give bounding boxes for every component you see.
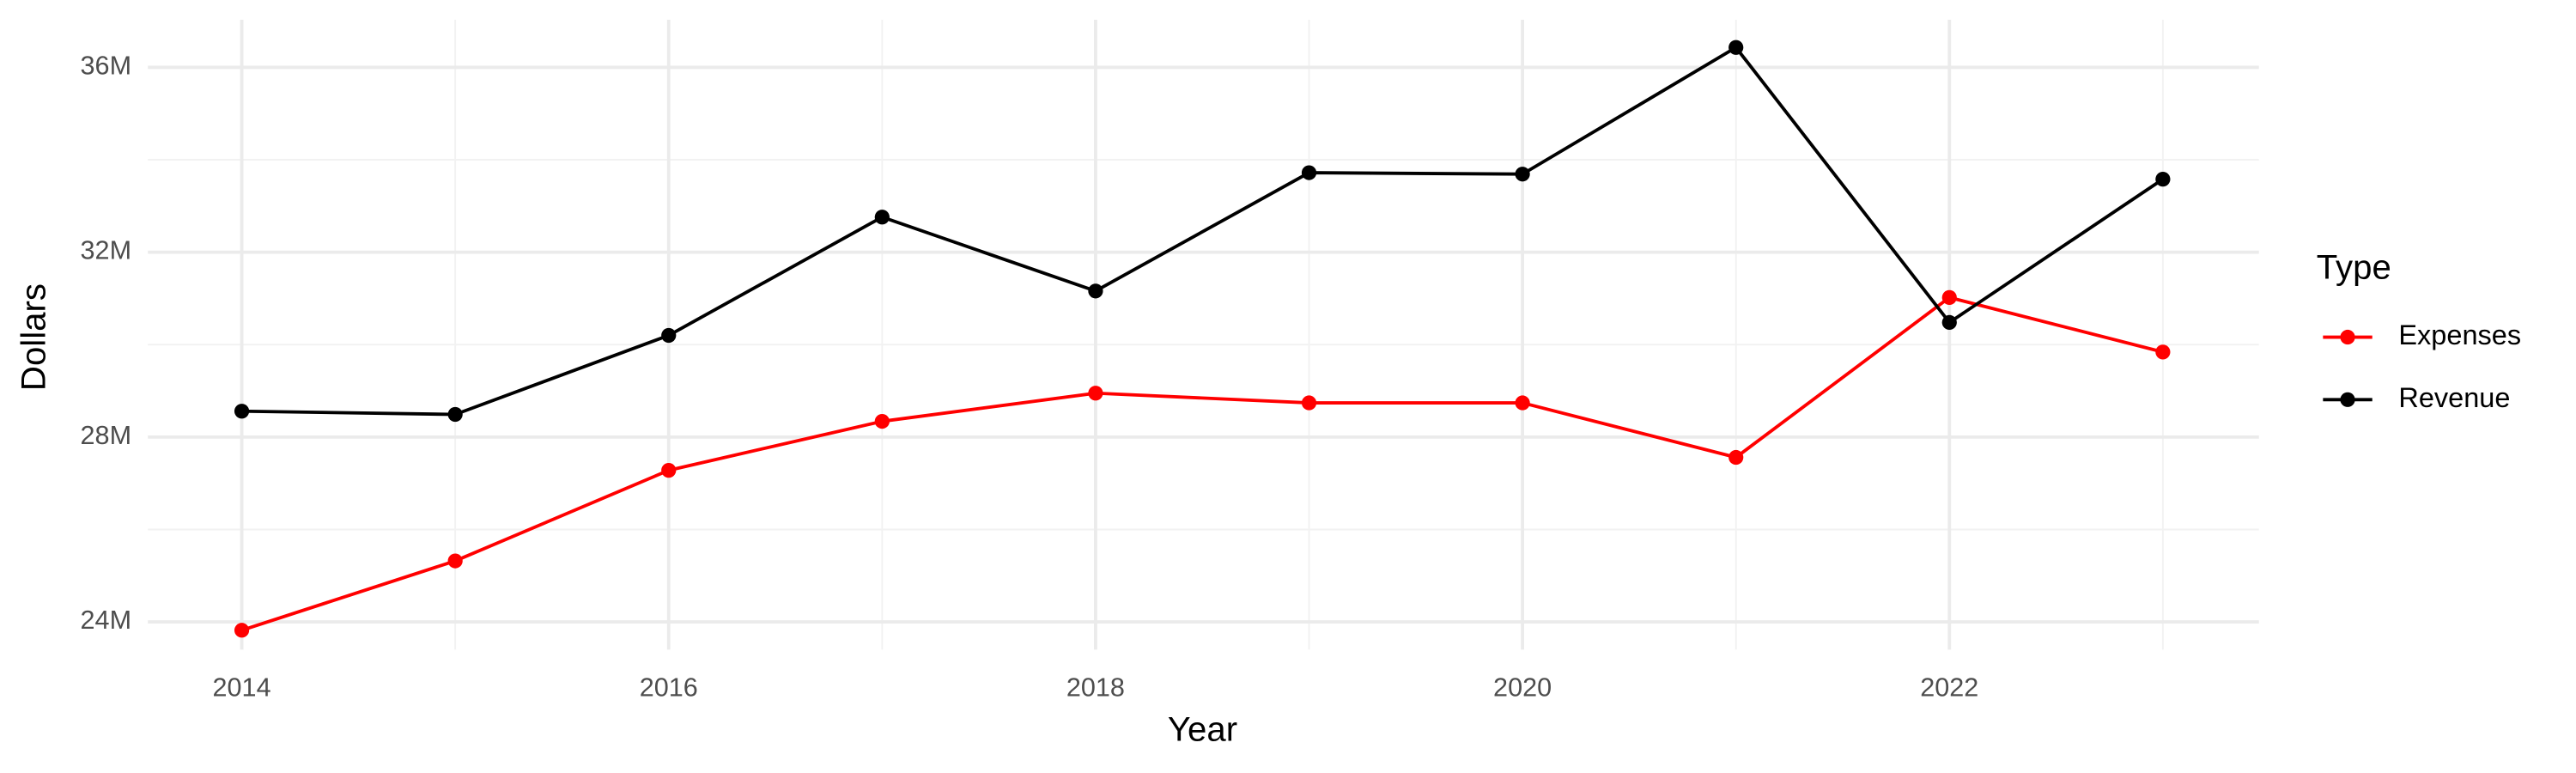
- legend-title: Type: [2317, 248, 2391, 287]
- line: [240, 295, 2164, 632]
- point: [1301, 395, 1317, 411]
- line: [241, 45, 2164, 417]
- point: [1728, 449, 1744, 466]
- point: [1088, 283, 1103, 299]
- y-axis-title: Dollars: [15, 283, 53, 391]
- x-tick-label: 2020: [1493, 673, 1552, 702]
- point: [234, 623, 250, 638]
- point: [661, 462, 677, 478]
- legend-marker: [2340, 329, 2355, 345]
- point: [661, 327, 677, 344]
- y-tick-label: 32M: [81, 236, 132, 265]
- x-axis-title: Year: [1168, 710, 1237, 749]
- point: [1728, 40, 1744, 55]
- x-tick-label: 2016: [640, 673, 698, 702]
- point: [447, 406, 463, 423]
- y-tick-label: 24M: [81, 606, 132, 635]
- point: [2155, 344, 2171, 360]
- x-tick-label: 2022: [1920, 673, 1978, 702]
- legend-label: Revenue: [2398, 382, 2510, 413]
- point: [1941, 314, 1957, 331]
- x-tick-label: 2018: [1066, 673, 1125, 702]
- point: [1088, 386, 1103, 401]
- legend-marker: [2340, 392, 2355, 407]
- point: [1515, 167, 1530, 182]
- y-tick-label: 36M: [81, 51, 132, 80]
- x-tick-label: 2014: [213, 673, 271, 702]
- legend-label: Expenses: [2398, 320, 2521, 350]
- y-tick-label: 28M: [81, 421, 132, 450]
- point: [874, 413, 890, 429]
- point: [1301, 165, 1317, 180]
- point: [1515, 395, 1530, 411]
- point: [2155, 171, 2171, 187]
- point: [874, 210, 890, 225]
- point: [234, 404, 250, 419]
- point: [447, 553, 463, 569]
- point: [1941, 289, 1957, 305]
